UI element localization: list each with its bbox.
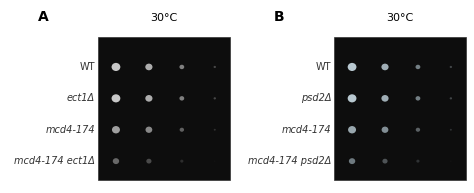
Circle shape <box>416 65 420 69</box>
Circle shape <box>416 128 420 132</box>
Circle shape <box>146 95 153 102</box>
Text: psd2Δ: psd2Δ <box>301 93 331 103</box>
Circle shape <box>450 66 452 68</box>
Circle shape <box>416 160 419 163</box>
Circle shape <box>113 158 119 164</box>
Circle shape <box>348 126 356 133</box>
Circle shape <box>180 128 184 132</box>
Circle shape <box>383 159 388 163</box>
Circle shape <box>416 96 420 101</box>
Text: 30°C: 30°C <box>150 13 177 23</box>
Circle shape <box>180 65 184 69</box>
Text: A: A <box>38 10 49 24</box>
Text: mcd4-174 ect1Δ: mcd4-174 ect1Δ <box>14 156 95 166</box>
Circle shape <box>347 63 356 71</box>
Circle shape <box>180 96 184 101</box>
Circle shape <box>111 63 120 71</box>
Text: mcd4-174: mcd4-174 <box>46 125 95 135</box>
Circle shape <box>382 64 389 70</box>
Text: mcd4-174 psd2Δ: mcd4-174 psd2Δ <box>248 156 331 166</box>
FancyBboxPatch shape <box>334 37 466 180</box>
Circle shape <box>450 97 452 99</box>
Circle shape <box>382 127 388 133</box>
Circle shape <box>347 94 356 102</box>
Circle shape <box>214 129 216 131</box>
Circle shape <box>214 66 216 68</box>
Circle shape <box>111 94 120 102</box>
Circle shape <box>214 161 215 162</box>
Text: WT: WT <box>80 62 95 72</box>
Circle shape <box>112 126 120 133</box>
Circle shape <box>180 160 183 163</box>
Text: B: B <box>274 10 285 24</box>
Text: 30°C: 30°C <box>386 13 414 23</box>
Text: ect1Δ: ect1Δ <box>67 93 95 103</box>
Circle shape <box>450 161 451 162</box>
Circle shape <box>146 127 152 133</box>
Circle shape <box>146 159 152 163</box>
Circle shape <box>349 158 355 164</box>
Circle shape <box>214 97 216 99</box>
Text: WT: WT <box>316 62 331 72</box>
Circle shape <box>146 64 153 70</box>
Circle shape <box>450 129 452 131</box>
Text: mcd4-174: mcd4-174 <box>282 125 331 135</box>
FancyBboxPatch shape <box>98 37 230 180</box>
Circle shape <box>382 95 389 102</box>
